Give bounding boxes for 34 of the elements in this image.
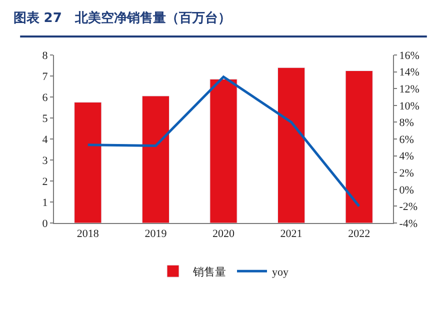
bar [210, 78, 238, 223]
y2-tick-label: 12% [399, 83, 420, 96]
y-tick-label: 6 [42, 92, 48, 104]
y-tick-label: 5 [42, 112, 48, 125]
y2-tick-label: 4% [399, 150, 414, 163]
y2-tick-label: 0% [399, 184, 414, 196]
x-tick-label: 2022 [348, 228, 370, 240]
y-tick-label: 7 [42, 70, 48, 83]
y2-tick-label: 14% [399, 66, 420, 79]
x-tick-label: 2019 [144, 228, 168, 240]
bar [74, 102, 102, 223]
x-tick-label: 2018 [76, 228, 100, 240]
y2-tick-label: 10% [399, 100, 420, 112]
y-tick-label: 4 [42, 134, 48, 146]
y-tick-label: 2 [42, 176, 48, 188]
y2-tick-label: -2% [399, 201, 418, 214]
y-tick-label: 0 [42, 218, 48, 230]
bar [277, 67, 306, 223]
bar [345, 70, 373, 223]
chart-title: 图表 27 北美空净销售量（百万台） [13, 10, 231, 26]
bar [142, 96, 170, 223]
legend-label: yoy [272, 266, 289, 278]
y-tick-label: 8 [42, 50, 48, 62]
y2-tick-label: 16% [399, 50, 420, 62]
y-tick-label: 3 [42, 154, 48, 167]
y2-tick-label: 8% [399, 117, 414, 130]
y2-tick-label: 2% [399, 167, 414, 180]
legend-label: 销售量 [192, 266, 226, 278]
y-tick-label: 1 [42, 196, 48, 209]
line-series [86, 76, 360, 208]
y2-tick-label: 6% [399, 134, 414, 146]
y2-tick-label: -4% [399, 218, 418, 230]
x-tick-label: 2020 [212, 228, 235, 240]
x-tick-label: 2021 [280, 228, 302, 240]
